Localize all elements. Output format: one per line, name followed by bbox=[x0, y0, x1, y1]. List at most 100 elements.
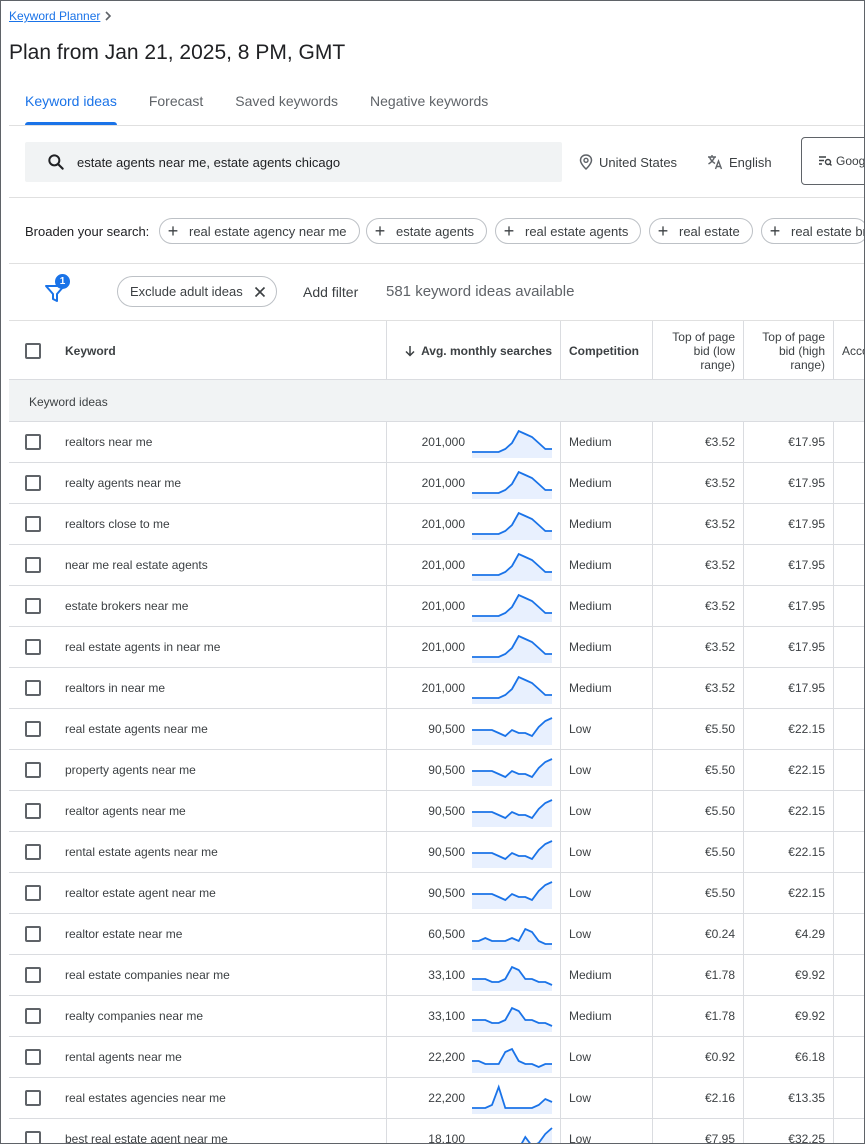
bid-low-value: €3.52 bbox=[704, 476, 735, 490]
table-row[interactable]: near me real estate agents 201,000 Medium €… bbox=[9, 545, 864, 586]
table-row[interactable]: realtors near me 201,000 Medium €3.52 €17.95 bbox=[9, 422, 864, 463]
trend-sparkline[interactable] bbox=[471, 1082, 553, 1116]
table-row[interactable]: realtor estate near me 60,500 Low €0.24 €4.2… bbox=[9, 914, 864, 955]
row-checkbox[interactable] bbox=[25, 434, 41, 450]
trend-sparkline[interactable] bbox=[471, 426, 553, 460]
header-avg-monthly-searches[interactable]: Avg. monthly searches bbox=[387, 321, 561, 380]
broaden-chip[interactable]: + real estate agency near me bbox=[159, 218, 360, 244]
row-checkbox[interactable] bbox=[25, 516, 41, 532]
row-checkbox[interactable] bbox=[25, 1049, 41, 1065]
table-row[interactable]: realty agents near me 201,000 Medium €3.52 €… bbox=[9, 463, 864, 504]
row-checkbox[interactable] bbox=[25, 721, 41, 737]
row-checkbox[interactable] bbox=[25, 844, 41, 860]
table-row[interactable]: realty companies near me 33,100 Medium €1.7… bbox=[9, 996, 864, 1037]
bid-low-cell: €5.50 bbox=[653, 750, 744, 790]
language-selector[interactable]: English bbox=[707, 154, 772, 170]
table-row[interactable]: property agents near me 90,500 Low €5.50 €22… bbox=[9, 750, 864, 791]
row-select-cell bbox=[9, 586, 57, 626]
location-label: United States bbox=[599, 154, 678, 170]
table-row[interactable]: real estate agents near me 90,500 Low €5.50… bbox=[9, 709, 864, 750]
select-all-checkbox[interactable] bbox=[25, 342, 41, 359]
tab-forecast[interactable]: Forecast bbox=[148, 93, 204, 109]
sparkline-line bbox=[472, 840, 553, 861]
header-competition-label: Competition bbox=[569, 343, 639, 358]
competition-cell: Medium bbox=[561, 627, 653, 667]
trend-sparkline[interactable] bbox=[471, 754, 553, 788]
row-checkbox[interactable] bbox=[25, 1131, 41, 1143]
tab-negative-keywords[interactable]: Negative keywords bbox=[370, 93, 489, 109]
table-row[interactable]: realtor agents near me 90,500 Low €5.50 €22.… bbox=[9, 791, 864, 832]
trend-sparkline[interactable] bbox=[471, 590, 553, 624]
broaden-chip[interactable]: + real estate bbox=[649, 218, 753, 244]
trend-sparkline[interactable] bbox=[471, 795, 553, 829]
trend-sparkline[interactable] bbox=[471, 549, 553, 583]
table-row[interactable]: real estates agencies near me 22,200 Low €2… bbox=[9, 1078, 864, 1119]
row-checkbox[interactable] bbox=[25, 475, 41, 491]
add-filter-button[interactable]: Add filter bbox=[303, 284, 359, 300]
table-row[interactable]: real estate agents in near me 201,000 Medi… bbox=[9, 627, 864, 668]
broaden-chip[interactable]: + real estate br bbox=[761, 218, 864, 244]
table-row[interactable]: real estate companies near me 33,100 Mediu… bbox=[9, 955, 864, 996]
trend-sparkline[interactable] bbox=[471, 1000, 553, 1034]
header-account-status[interactable]: Acco bbox=[834, 321, 864, 380]
row-checkbox[interactable] bbox=[25, 967, 41, 983]
row-checkbox[interactable] bbox=[25, 557, 41, 573]
network-selector[interactable]: Goog bbox=[801, 137, 865, 185]
table-row[interactable]: rental agents near me 22,200 Low €0.92 €6.18 bbox=[9, 1037, 864, 1078]
header-bid-low[interactable]: Top of page bid (low range) bbox=[653, 321, 744, 380]
competition-cell: Low bbox=[561, 873, 653, 913]
row-checkbox[interactable] bbox=[25, 1090, 41, 1106]
chip-label: real estate bbox=[679, 223, 740, 239]
header-competition[interactable]: Competition bbox=[561, 321, 653, 380]
broaden-chip[interactable]: + estate agents bbox=[366, 218, 488, 244]
trend-sparkline[interactable] bbox=[471, 631, 553, 665]
exclude-adult-chip[interactable]: Exclude adult ideas bbox=[117, 276, 277, 307]
row-checkbox[interactable] bbox=[25, 803, 41, 819]
network-label: Goog bbox=[836, 154, 865, 168]
trend-sparkline[interactable] bbox=[471, 713, 553, 747]
trend-sparkline[interactable] bbox=[471, 1123, 553, 1144]
trend-sparkline[interactable] bbox=[471, 672, 553, 706]
table-row[interactable]: rental estate agents near me 90,500 Low €5.… bbox=[9, 832, 864, 873]
broaden-chip[interactable]: + real estate agents bbox=[495, 218, 642, 244]
row-checkbox[interactable] bbox=[25, 885, 41, 901]
table-row[interactable]: realtor estate agent near me 90,500 Low €5.… bbox=[9, 873, 864, 914]
table-row[interactable]: realtors in near me 201,000 Medium €3.52 €17… bbox=[9, 668, 864, 709]
chip-label: real estate agency near me bbox=[189, 223, 347, 239]
sparkline-area bbox=[472, 800, 552, 827]
table-row[interactable]: realtors close to me 201,000 Medium €3.52 €1… bbox=[9, 504, 864, 545]
close-icon[interactable] bbox=[254, 286, 266, 298]
search-icon bbox=[48, 154, 64, 170]
table-row[interactable]: estate brokers near me 201,000 Medium €3.52… bbox=[9, 586, 864, 627]
trend-sparkline[interactable] bbox=[471, 836, 553, 870]
keyword-cell: real estate companies near me bbox=[65, 955, 387, 995]
search-input[interactable]: estate agents near me, estate agents chi… bbox=[25, 142, 562, 182]
keyword-text: realtors near me bbox=[65, 435, 153, 449]
breadcrumb[interactable]: Keyword Planner bbox=[9, 9, 113, 23]
row-select-cell bbox=[9, 750, 57, 790]
trend-sparkline[interactable] bbox=[471, 959, 553, 993]
page-title: Plan from Jan 21, 2025, 8 PM, GMT bbox=[9, 41, 346, 64]
header-bid-high[interactable]: Top of page bid (high range) bbox=[744, 321, 834, 380]
row-checkbox[interactable] bbox=[25, 762, 41, 778]
row-checkbox[interactable] bbox=[25, 926, 41, 942]
tab-keyword-ideas[interactable]: Keyword ideas bbox=[9, 81, 133, 125]
search-input-value[interactable]: estate agents near me, estate agents chi… bbox=[77, 154, 341, 170]
tab-saved-keywords[interactable]: Saved keywords bbox=[235, 93, 339, 109]
table-row[interactable]: best real estate agent near me 18,100 Low €… bbox=[9, 1119, 864, 1144]
sparkline-line bbox=[472, 593, 552, 617]
row-checkbox[interactable] bbox=[25, 1008, 41, 1024]
row-checkbox[interactable] bbox=[25, 598, 41, 614]
header-keyword[interactable]: Keyword bbox=[57, 321, 387, 380]
location-selector[interactable]: United States bbox=[579, 154, 677, 170]
trend-sparkline[interactable] bbox=[471, 508, 553, 542]
trend-sparkline[interactable] bbox=[471, 467, 553, 501]
row-checkbox[interactable] bbox=[25, 639, 41, 655]
breadcrumb-link[interactable]: Keyword Planner bbox=[9, 9, 101, 23]
trend-sparkline[interactable] bbox=[471, 877, 553, 911]
bid-high-cell: €22.15 bbox=[744, 873, 834, 913]
row-checkbox[interactable] bbox=[25, 680, 41, 696]
trend-sparkline[interactable] bbox=[471, 1041, 553, 1075]
trend-sparkline[interactable] bbox=[471, 918, 553, 952]
